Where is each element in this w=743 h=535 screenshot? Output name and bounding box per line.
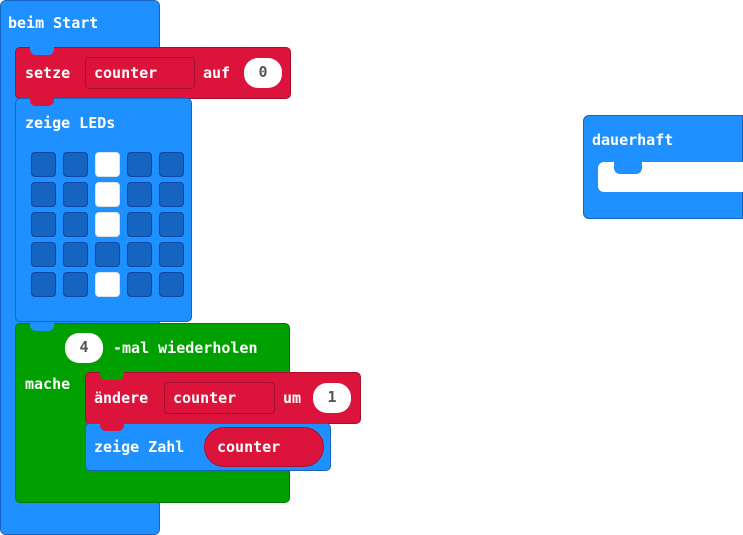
led-r3-c1[interactable]: [63, 242, 88, 267]
set-block-notch: [30, 47, 54, 55]
led-r4-c4[interactable]: [159, 272, 184, 297]
led-r3-c3[interactable]: [127, 242, 152, 267]
led-r2-c4[interactable]: [159, 212, 184, 237]
led-r3-c2[interactable]: [95, 242, 120, 267]
led-r0-c4[interactable]: [159, 152, 184, 177]
change-label: ändere: [94, 389, 149, 407]
led-r0-c2[interactable]: [95, 152, 120, 177]
led-r1-c2[interactable]: [95, 182, 120, 207]
set-value-input[interactable]: 0: [244, 58, 282, 88]
show-leds-label: zeige LEDs: [25, 114, 116, 132]
led-r2-c0[interactable]: [31, 212, 56, 237]
led-r4-c1[interactable]: [63, 272, 88, 297]
forever-slot-notch: [614, 162, 642, 174]
show-number-label: zeige Zahl: [94, 438, 185, 456]
repeat-notch: [30, 323, 54, 331]
led-r1-c3[interactable]: [127, 182, 152, 207]
led-r1-c4[interactable]: [159, 182, 184, 207]
led-r4-c2[interactable]: [95, 272, 120, 297]
set-label: setze: [25, 64, 71, 82]
show-leds-notch: [30, 98, 54, 106]
on-start-label: beim Start: [8, 14, 99, 32]
led-r0-c3[interactable]: [127, 152, 152, 177]
led-matrix: [31, 152, 186, 302]
led-r3-c0[interactable]: [31, 242, 56, 267]
led-r3-c4[interactable]: [159, 242, 184, 267]
repeat-label: -mal wiederholen: [113, 339, 258, 357]
led-r1-c0[interactable]: [31, 182, 56, 207]
led-r2-c3[interactable]: [127, 212, 152, 237]
show-number-notch: [100, 423, 124, 431]
change-by-label: um: [283, 389, 302, 407]
change-value-input[interactable]: 1: [313, 383, 351, 413]
led-r2-c2[interactable]: [95, 212, 120, 237]
counter-variable-reporter[interactable]: counter: [204, 427, 324, 467]
led-r4-c0[interactable]: [31, 272, 56, 297]
repeat-count-input[interactable]: 4: [65, 333, 103, 363]
forever-label: dauerhaft: [592, 131, 674, 149]
change-variable-dropdown[interactable]: counter: [164, 382, 275, 414]
set-variable-dropdown[interactable]: counter: [85, 57, 195, 89]
set-to-label: auf: [203, 64, 231, 82]
led-r2-c1[interactable]: [63, 212, 88, 237]
led-r0-c0[interactable]: [31, 152, 56, 177]
led-r0-c1[interactable]: [63, 152, 88, 177]
repeat-do-label: mache: [25, 375, 71, 393]
led-r1-c1[interactable]: [63, 182, 88, 207]
change-notch: [100, 372, 124, 380]
led-r4-c3[interactable]: [127, 272, 152, 297]
